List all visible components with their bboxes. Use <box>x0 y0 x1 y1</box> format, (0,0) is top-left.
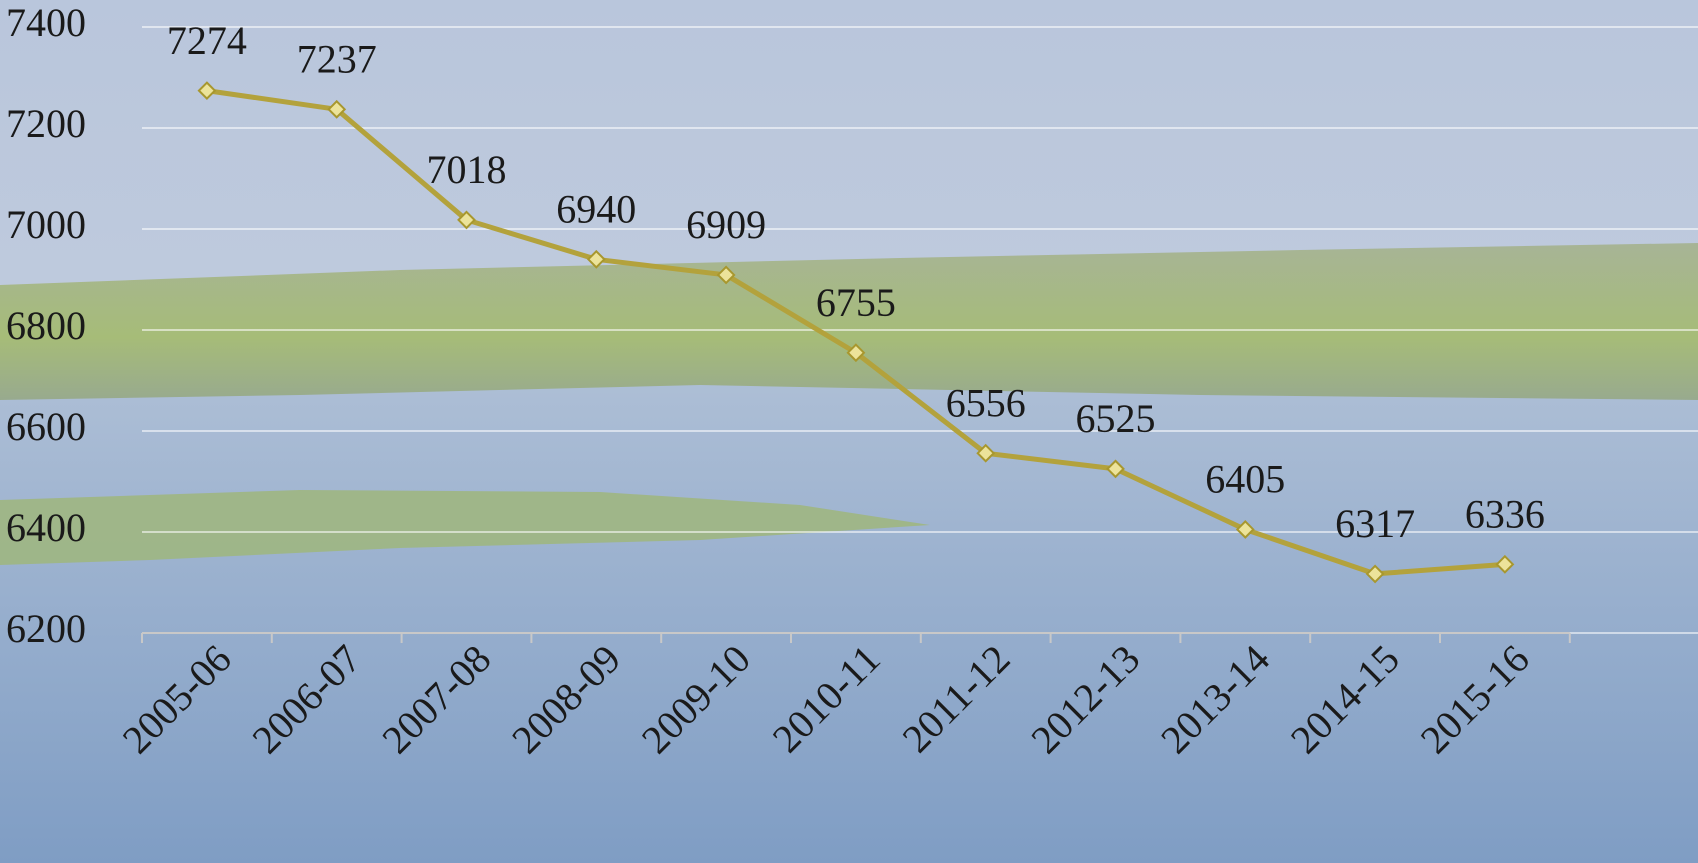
data-label: 6405 <box>1205 457 1285 502</box>
data-marker <box>327 99 347 119</box>
data-marker <box>976 443 996 463</box>
data-label: 6909 <box>686 202 766 247</box>
data-label: 7237 <box>297 36 377 81</box>
data-label: 6556 <box>946 380 1026 425</box>
y-tick-label: 7200 <box>6 101 86 146</box>
data-label: 7274 <box>167 18 247 63</box>
data-marker <box>716 265 736 285</box>
data-marker <box>1235 520 1255 539</box>
y-tick-label: 6800 <box>6 303 86 348</box>
background-marsh <box>0 243 1698 400</box>
y-tick-label: 6400 <box>6 505 86 550</box>
data-label: 6336 <box>1465 491 1545 536</box>
data-label: 6317 <box>1335 501 1415 546</box>
data-label: 7018 <box>427 147 507 192</box>
background-water <box>0 370 1698 863</box>
data-marker <box>197 81 217 101</box>
y-tick-label: 7000 <box>6 202 86 247</box>
data-marker <box>846 343 866 363</box>
data-label: 6940 <box>556 186 636 231</box>
y-tick-label: 6600 <box>6 404 86 449</box>
data-marker <box>586 249 606 269</box>
data-label: 6525 <box>1076 396 1156 441</box>
data-label: 6755 <box>816 280 896 325</box>
y-tick-label: 7400 <box>6 0 86 45</box>
background-reeds <box>0 490 930 565</box>
data-marker <box>1495 554 1515 574</box>
y-tick-label: 6200 <box>6 606 86 651</box>
data-marker <box>1365 564 1385 584</box>
data-marker <box>1106 459 1125 479</box>
data-marker <box>457 210 476 230</box>
